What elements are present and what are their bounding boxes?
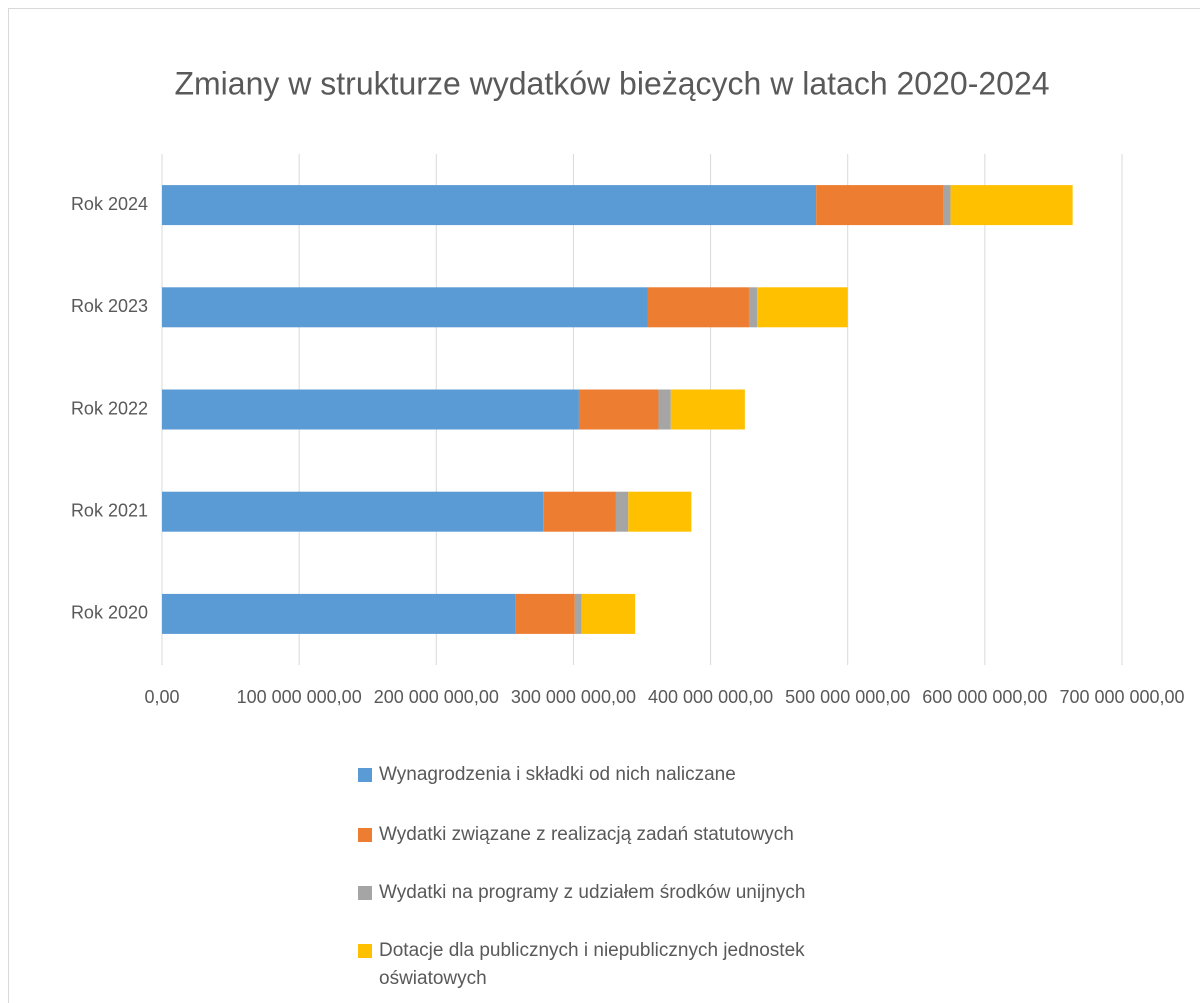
legend-label: Wydatki na programy z udziałem środków u… <box>379 882 806 903</box>
x-tick-label: 0,00 <box>144 687 179 707</box>
bar-segment <box>757 287 848 328</box>
bar-segment <box>748 287 758 328</box>
legend-label: Wydatki związane z realizacją zadań stat… <box>379 824 794 845</box>
bar-segment <box>581 593 636 634</box>
bar-segment <box>628 491 692 532</box>
bar-segment <box>543 491 616 532</box>
legend-swatch <box>358 768 372 782</box>
legend-item: Wydatki na programy z udziałem środków u… <box>358 879 878 907</box>
bar-segment <box>162 185 817 226</box>
y-tick-label: Rok 2023 <box>71 296 148 316</box>
legend-swatch <box>358 886 372 900</box>
legend-item: Wynagrodzenia i składki od nich naliczan… <box>358 761 878 789</box>
x-tick-label: 100 000 000,00 <box>237 687 362 707</box>
bar-segment <box>574 593 582 634</box>
legend-item: Dotacje dla publicznych i niepublicznych… <box>358 937 878 993</box>
x-tick-label: 500 000 000,00 <box>785 687 910 707</box>
legend-item: Wydatki związane z realizacją zadań stat… <box>358 821 878 849</box>
bar-segment <box>162 389 579 430</box>
y-tick-label: Rok 2024 <box>71 194 148 214</box>
x-tick-label: 700 000 000,00 <box>1059 687 1184 707</box>
y-tick-label: Rok 2021 <box>71 500 148 520</box>
bar-segment <box>658 389 671 430</box>
bar-segment <box>162 491 544 532</box>
bar-segment <box>943 185 951 226</box>
x-tick-label: 300 000 000,00 <box>511 687 636 707</box>
y-tick-label: Rok 2022 <box>71 398 148 418</box>
bar-segment <box>670 389 745 430</box>
legend-swatch <box>358 944 372 958</box>
chart-title: Zmiany w strukturze wydatków bieżących w… <box>174 65 1049 101</box>
bar-segment <box>950 185 1073 226</box>
bar-segment <box>647 287 749 328</box>
bar-segment <box>162 593 516 634</box>
bar-segment <box>578 389 659 430</box>
bar-segment <box>615 491 629 532</box>
bar-segment <box>816 185 944 226</box>
x-tick-label: 400 000 000,00 <box>648 687 773 707</box>
legend-label: Dotacje dla publicznych i niepublicznych… <box>379 940 805 989</box>
legend-label: Wynagrodzenia i składki od nich naliczan… <box>379 764 736 785</box>
bar-segment <box>515 593 575 634</box>
x-tick-label: 600 000 000,00 <box>922 687 1047 707</box>
bar-segment <box>162 287 648 328</box>
legend-swatch <box>358 828 372 842</box>
y-tick-label: Rok 2020 <box>71 603 148 623</box>
chart-border <box>8 8 1200 1003</box>
x-tick-label: 200 000 000,00 <box>374 687 499 707</box>
